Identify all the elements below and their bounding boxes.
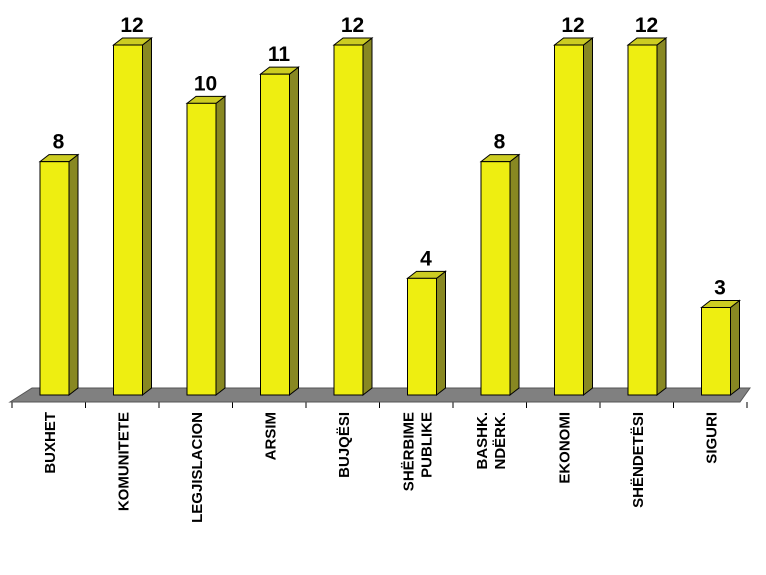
category-label: PUBLIKE bbox=[418, 412, 435, 478]
bar-side bbox=[68, 153, 79, 397]
bar-front bbox=[701, 307, 731, 396]
category-label: KOMUNITETE bbox=[115, 412, 132, 511]
data-label: 12 bbox=[341, 14, 364, 37]
category-label: ARSIM bbox=[262, 412, 279, 460]
bar-front bbox=[186, 102, 217, 396]
category-label: LEGJISLACION bbox=[189, 412, 206, 523]
category-label: NDËRK. bbox=[492, 412, 509, 470]
bar-front bbox=[260, 73, 290, 396]
data-label: 12 bbox=[120, 14, 143, 37]
bar-side bbox=[583, 36, 593, 397]
bar-front bbox=[627, 44, 658, 396]
bar-side bbox=[656, 36, 667, 397]
bar-side bbox=[436, 270, 446, 397]
bar bbox=[700, 299, 741, 397]
bar bbox=[479, 153, 521, 397]
bars bbox=[38, 36, 741, 397]
bar-side bbox=[142, 36, 152, 397]
data-label: 12 bbox=[561, 14, 584, 37]
bar-side bbox=[509, 153, 520, 397]
data-label: 8 bbox=[53, 131, 65, 154]
bar bbox=[38, 153, 80, 397]
category-label: BUJQËSI bbox=[336, 412, 353, 478]
bar-front bbox=[554, 44, 584, 396]
bar-side bbox=[362, 36, 373, 397]
category-label: BUXHET bbox=[42, 412, 59, 474]
category-label: SIGURI bbox=[703, 412, 720, 464]
bar bbox=[626, 36, 668, 397]
bar-side bbox=[289, 66, 299, 397]
data-label: 4 bbox=[420, 247, 432, 270]
bar-front bbox=[113, 44, 143, 396]
category-label: EKONOMI bbox=[556, 412, 573, 484]
category-label: BASHK. bbox=[474, 412, 491, 470]
bar-side bbox=[215, 95, 226, 397]
data-label: 8 bbox=[494, 131, 506, 154]
bar bbox=[406, 270, 447, 397]
data-label: 10 bbox=[194, 72, 217, 95]
bar bbox=[259, 66, 300, 397]
bar-front bbox=[407, 277, 437, 396]
bar bbox=[332, 36, 374, 397]
bar-side bbox=[730, 299, 740, 397]
category-label: SHËNDETËSI bbox=[630, 412, 647, 508]
category-labels: BUXHET KOMUNITETE LEGJISLACION ARSIM BUJQËSI… bbox=[42, 412, 721, 523]
data-label: 12 bbox=[635, 14, 658, 37]
bar bbox=[185, 95, 227, 397]
data-label: 3 bbox=[714, 277, 726, 300]
bar bbox=[112, 36, 153, 397]
bar-front bbox=[480, 161, 511, 396]
bar-front bbox=[39, 161, 70, 396]
bar bbox=[553, 36, 594, 397]
category-label: SHËRBIME bbox=[400, 412, 417, 491]
bar-front bbox=[333, 44, 364, 396]
data-labels: 8 12 10 11 12 4 8 12 12 3 bbox=[53, 14, 726, 300]
data-label: 11 bbox=[268, 43, 291, 66]
